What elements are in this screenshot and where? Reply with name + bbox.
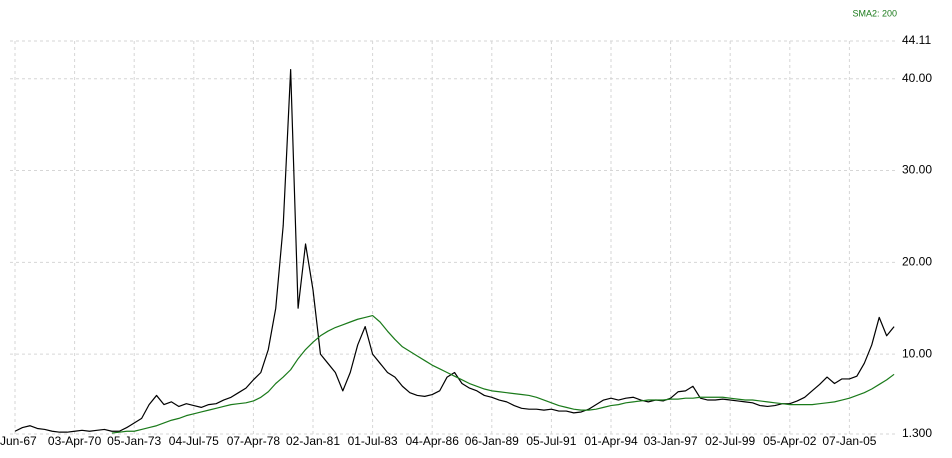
x-tick-label: 05-Jul-91 <box>526 434 576 448</box>
x-tick-label: 03-Jan-97 <box>644 434 698 448</box>
series-line <box>14 68 895 433</box>
x-tick-label: 04-Jul-75 <box>169 434 219 448</box>
x-tick-label: 03-Apr-70 <box>48 434 102 448</box>
y-tick-label: 20.00 <box>902 255 932 269</box>
legend-label: SMA2: 200 <box>852 8 897 18</box>
y-tick-label: 40.00 <box>902 71 932 85</box>
x-tick-label: 01-Apr-94 <box>584 434 638 448</box>
x-tick-label: 07-Jan-05 <box>822 434 876 448</box>
x-tick-label: 04-Apr-86 <box>406 434 460 448</box>
x-tick-label: 06-Jan-89 <box>465 434 519 448</box>
y-tick-label: 10.00 <box>902 346 932 360</box>
y-tick-label: 30.00 <box>902 163 932 177</box>
y-tick-label: 44.11 <box>902 33 931 47</box>
x-tick-label: 07-Apr-78 <box>227 434 281 448</box>
x-tick-label: 05-Apr-02 <box>763 434 817 448</box>
x-tick-label: Jun-67 <box>0 434 37 448</box>
series-line <box>111 314 895 434</box>
x-tick-label: 05-Jan-73 <box>107 434 161 448</box>
x-tick-label: 01-Jul-83 <box>348 434 398 448</box>
y-tick-label: 1.300 <box>902 426 932 440</box>
x-tick-label: 02-Jan-81 <box>286 434 340 448</box>
x-tick-label: 02-Jul-99 <box>705 434 755 448</box>
